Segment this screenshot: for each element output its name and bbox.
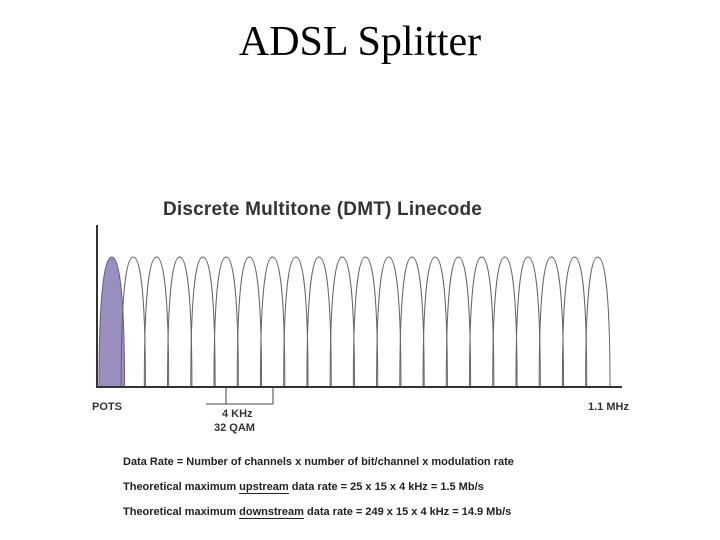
downstream-suffix: data rate = 249 x 15 x 4 kHz = 14.9 Mb/s — [303, 506, 512, 518]
downstream-prefix: Theoretical maximum — [123, 506, 240, 518]
dmt-tone — [538, 256, 565, 388]
dmt-tone — [283, 256, 309, 388]
dmt-tone — [468, 256, 495, 388]
dmt-tone — [213, 256, 239, 388]
downstream-equation: Theoretical maximum downstream data rate… — [123, 506, 512, 519]
dmt-tone — [422, 256, 448, 388]
dmt-tone — [376, 256, 402, 388]
dmt-tone — [561, 256, 588, 388]
upstream-keyword: upstream — [239, 481, 289, 494]
dmt-tone — [399, 256, 425, 388]
dmt-tone — [167, 256, 193, 388]
dmt-tone — [236, 256, 263, 388]
pots-band — [98, 256, 126, 388]
dmt-tone — [515, 256, 541, 388]
data-rate-equation: Data Rate = Number of channels x number … — [123, 456, 514, 468]
upstream-prefix: Theoretical maximum — [123, 481, 240, 493]
dmt-tone — [329, 256, 355, 388]
pots-label: POTS — [92, 401, 122, 413]
tone-group — [98, 256, 611, 388]
dmt-tone — [352, 256, 379, 388]
modulation-label: 32 QAM — [214, 422, 255, 434]
upstream-suffix: data rate = 25 x 15 x 4 kHz = 1.5 Mb/s — [288, 481, 484, 493]
dmt-tone — [259, 256, 286, 388]
dmt-tone — [190, 256, 216, 388]
downstream-keyword: downstream — [239, 506, 304, 519]
upstream-equation: Theoretical maximum upstream data rate =… — [123, 481, 484, 494]
channel-width-label: 4 KHz — [222, 408, 253, 420]
slide-title: ADSL Splitter — [238, 19, 482, 65]
dmt-tone — [445, 256, 472, 388]
max-frequency-label: 1.1 MHz — [588, 401, 629, 413]
dmt-tone — [585, 256, 611, 388]
dmt-tone — [143, 256, 170, 388]
dmt-tone — [120, 256, 146, 388]
dmt-tone — [306, 256, 332, 388]
dmt-tone — [492, 256, 518, 388]
figure-title: Discrete Multitone (DMT) Linecode — [163, 199, 483, 220]
